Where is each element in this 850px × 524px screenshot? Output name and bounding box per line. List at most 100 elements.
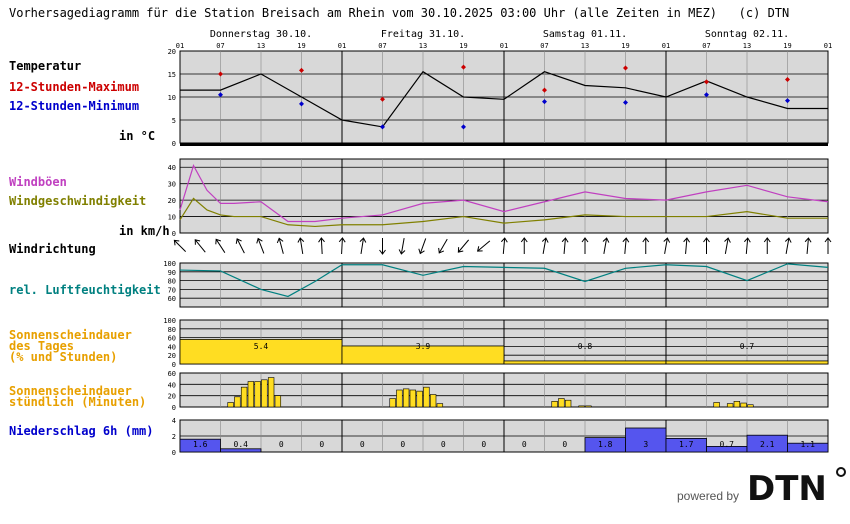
label-winddir: Windrichtung [9,242,96,256]
winddir-arrow-icon [804,237,812,255]
precip-value-label: 0 [522,440,527,449]
hour-tick-label: 07 [702,42,710,50]
label-gusts: Windböen [9,175,67,189]
winddir-arrow-head [622,237,630,243]
winddir-arrow-head [683,237,691,243]
precip-value-label: 0 [562,440,567,449]
y-tick-label: 15 [168,71,176,79]
y-tick-label: 20 [168,197,176,205]
y-tick-label: 0 [172,230,176,238]
precip-value-label: 0.4 [234,440,249,449]
winddir-arrow-shaft [603,238,608,254]
winddir-arrow-shaft [502,237,506,255]
hour-tick-label: 19 [783,42,791,50]
y-tick-label: 80 [168,326,176,334]
hour-tick-label: 01 [338,42,346,50]
hour-tick-label: 01 [176,42,184,50]
sun-hourly-bar [564,399,572,408]
y-tick-label: 90 [168,269,176,277]
winddir-arrow-shaft [438,238,448,254]
tmax-marker [299,67,304,73]
y-tick-label: 20 [168,393,176,401]
winddir-arrow-icon [763,237,771,254]
dtn-logo-icon: DTN [747,467,846,506]
y-tick-label: 60 [168,335,176,343]
y-tick-label: 80 [168,278,176,286]
winddir-arrow-icon [235,238,245,254]
winddir-arrow-shaft [236,238,245,254]
winddir-arrow-shaft [745,237,749,255]
winddir-arrow-head [338,237,346,243]
label-sun-daily: Sonnenscheindauer des Tages (% und Stund… [9,328,132,364]
sun-daily-bar [341,345,505,365]
precip-value-label: 0 [400,440,405,449]
winddir-arrow-icon [438,238,448,254]
winddir-arrow-shaft [724,238,729,254]
sun-hourly-bar [240,386,248,408]
y-tick-label: 60 [168,295,176,303]
hour-tick-label: 13 [419,42,427,50]
tmax-marker [461,64,466,70]
label-temperature: Temperatur [9,59,82,73]
winddir-arrow-icon [418,238,427,255]
windspeed-line [179,197,828,228]
winddir-arrow-icon [663,237,671,254]
day-label: Freitag 31.10. [381,29,465,40]
winddir-arrow-icon [297,237,305,254]
y-tick-label: 4 [172,417,176,425]
winddir-arrow-head [457,247,464,253]
winddir-arrow-head [541,237,549,243]
winddir-arrow-shaft [785,238,790,254]
precip-value-label: 0 [279,440,284,449]
winddir-arrow-icon [398,238,406,255]
winddir-arrow-shaft [457,239,470,253]
hour-tick-label: 07 [216,42,224,50]
precip-value-label: 1.7 [679,440,694,449]
sun-hourly-bar [389,398,396,408]
sun-hourly-bar [747,404,754,408]
winddir-arrow-icon [215,238,226,253]
tmin-marker [380,124,385,130]
sun-hourly-bar [740,402,747,408]
day-label: Samstag 01.11. [543,29,627,40]
winddir-arrow-head [438,247,445,254]
precip-bar [179,438,221,453]
winddir-arrow-icon [457,239,470,253]
precip-value-label: 0 [481,440,486,449]
winddir-arrow-icon [724,237,731,254]
y-tick-label: 5 [172,117,176,125]
winddir-arrow-shaft [173,239,187,253]
label-windspeed: Windgeschwindigkeit [9,194,147,208]
winddir-arrow-head [418,248,425,255]
winddir-arrow-head [359,237,367,243]
winddir-arrow-icon [338,237,346,255]
label-temp-unit: in °C [119,129,156,143]
sun-hourly-bar [396,389,403,408]
precip-value-label: 0 [319,440,324,449]
svg-text:DTN: DTN [747,469,827,506]
winddir-arrow-icon [359,237,367,254]
y-tick-label: 40 [168,381,176,389]
winddir-arrow-icon [561,237,569,255]
sun-hourly-bar [274,395,282,408]
winddir-arrow-head [824,237,832,243]
sun-daily-bar [665,360,829,365]
humidity-line [179,263,829,298]
y-tick-label: 0 [172,404,176,412]
winddir-arrow-icon [541,237,549,254]
winddir-arrow-icon [256,237,265,254]
tmin-marker [623,100,628,106]
winddir-arrow-head [703,237,710,243]
winddir-arrow-shaft [278,238,284,254]
winddir-arrow-shaft [360,238,364,254]
winddir-arrow-shaft [563,237,566,255]
hour-tick-label: 13 [581,42,589,50]
tmax-marker [218,71,223,77]
sun-daily-hours-label: 5.4 [254,342,269,351]
sun-daily-hours-label: 3.9 [416,342,431,351]
winddir-arrow-shaft [664,238,668,254]
y-tick-label: 10 [168,94,176,102]
sun-hourly-bar [423,386,430,408]
precip-value-label: 1.6 [193,440,208,449]
tmin-marker [299,101,304,107]
